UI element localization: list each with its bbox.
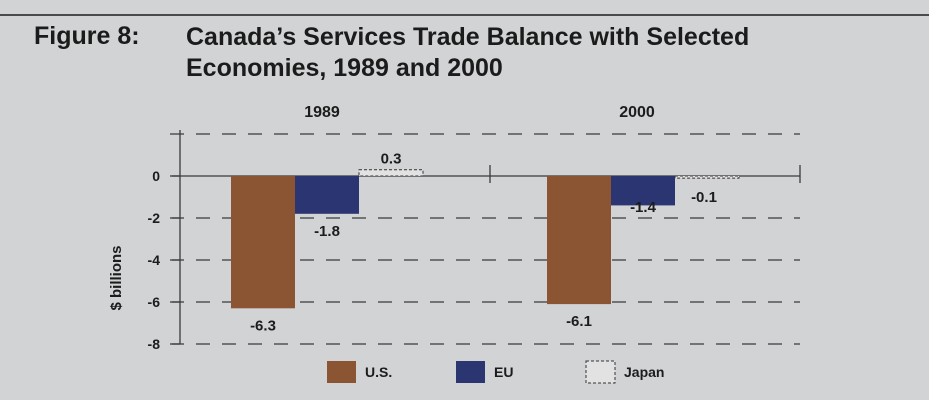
category-label: 2000 bbox=[619, 104, 655, 121]
legend-swatch bbox=[456, 361, 485, 383]
bar-japan-2000 bbox=[674, 175, 740, 179]
chart-title: Canada’s Services Trade Balance with Sel… bbox=[186, 23, 750, 82]
data-label: 0.3 bbox=[381, 151, 402, 168]
figure-label: Figure 8: bbox=[34, 22, 140, 50]
data-label: -6.1 bbox=[566, 313, 592, 330]
data-label: -6.3 bbox=[250, 317, 276, 334]
legend-swatch bbox=[585, 360, 616, 384]
y-tick-label: -8 bbox=[148, 336, 161, 352]
chart-labels: 0 -2 -4 -6 -8 $ billions 1989 -6.3 -1.8 0.3 2000 -6… bbox=[108, 104, 717, 352]
bar-us-2000 bbox=[547, 176, 611, 305]
bar-eu-1989 bbox=[295, 176, 359, 214]
category-label: 1989 bbox=[304, 104, 340, 121]
y-tick-label: -2 bbox=[148, 210, 161, 226]
bars bbox=[231, 169, 740, 309]
y-tick-label: -6 bbox=[148, 294, 161, 310]
legend-swatch bbox=[327, 361, 356, 383]
data-label: -0.1 bbox=[691, 189, 717, 206]
legend-label: EU bbox=[494, 364, 513, 380]
bar-japan-1989 bbox=[358, 169, 424, 177]
bar-eu-2000 bbox=[611, 176, 675, 206]
legend-label: Japan bbox=[624, 364, 664, 380]
legend-label: U.S. bbox=[365, 364, 392, 380]
y-axis-label: $ billions bbox=[108, 245, 125, 310]
legend: U.S. EU Japan bbox=[327, 360, 664, 384]
y-tick-label: 0 bbox=[152, 168, 160, 184]
data-label: -1.8 bbox=[314, 223, 340, 240]
y-tick-label: -4 bbox=[148, 252, 161, 268]
bar-us-1989 bbox=[231, 176, 295, 309]
top-rule bbox=[0, 14, 929, 16]
data-label: -1.4 bbox=[630, 199, 657, 216]
